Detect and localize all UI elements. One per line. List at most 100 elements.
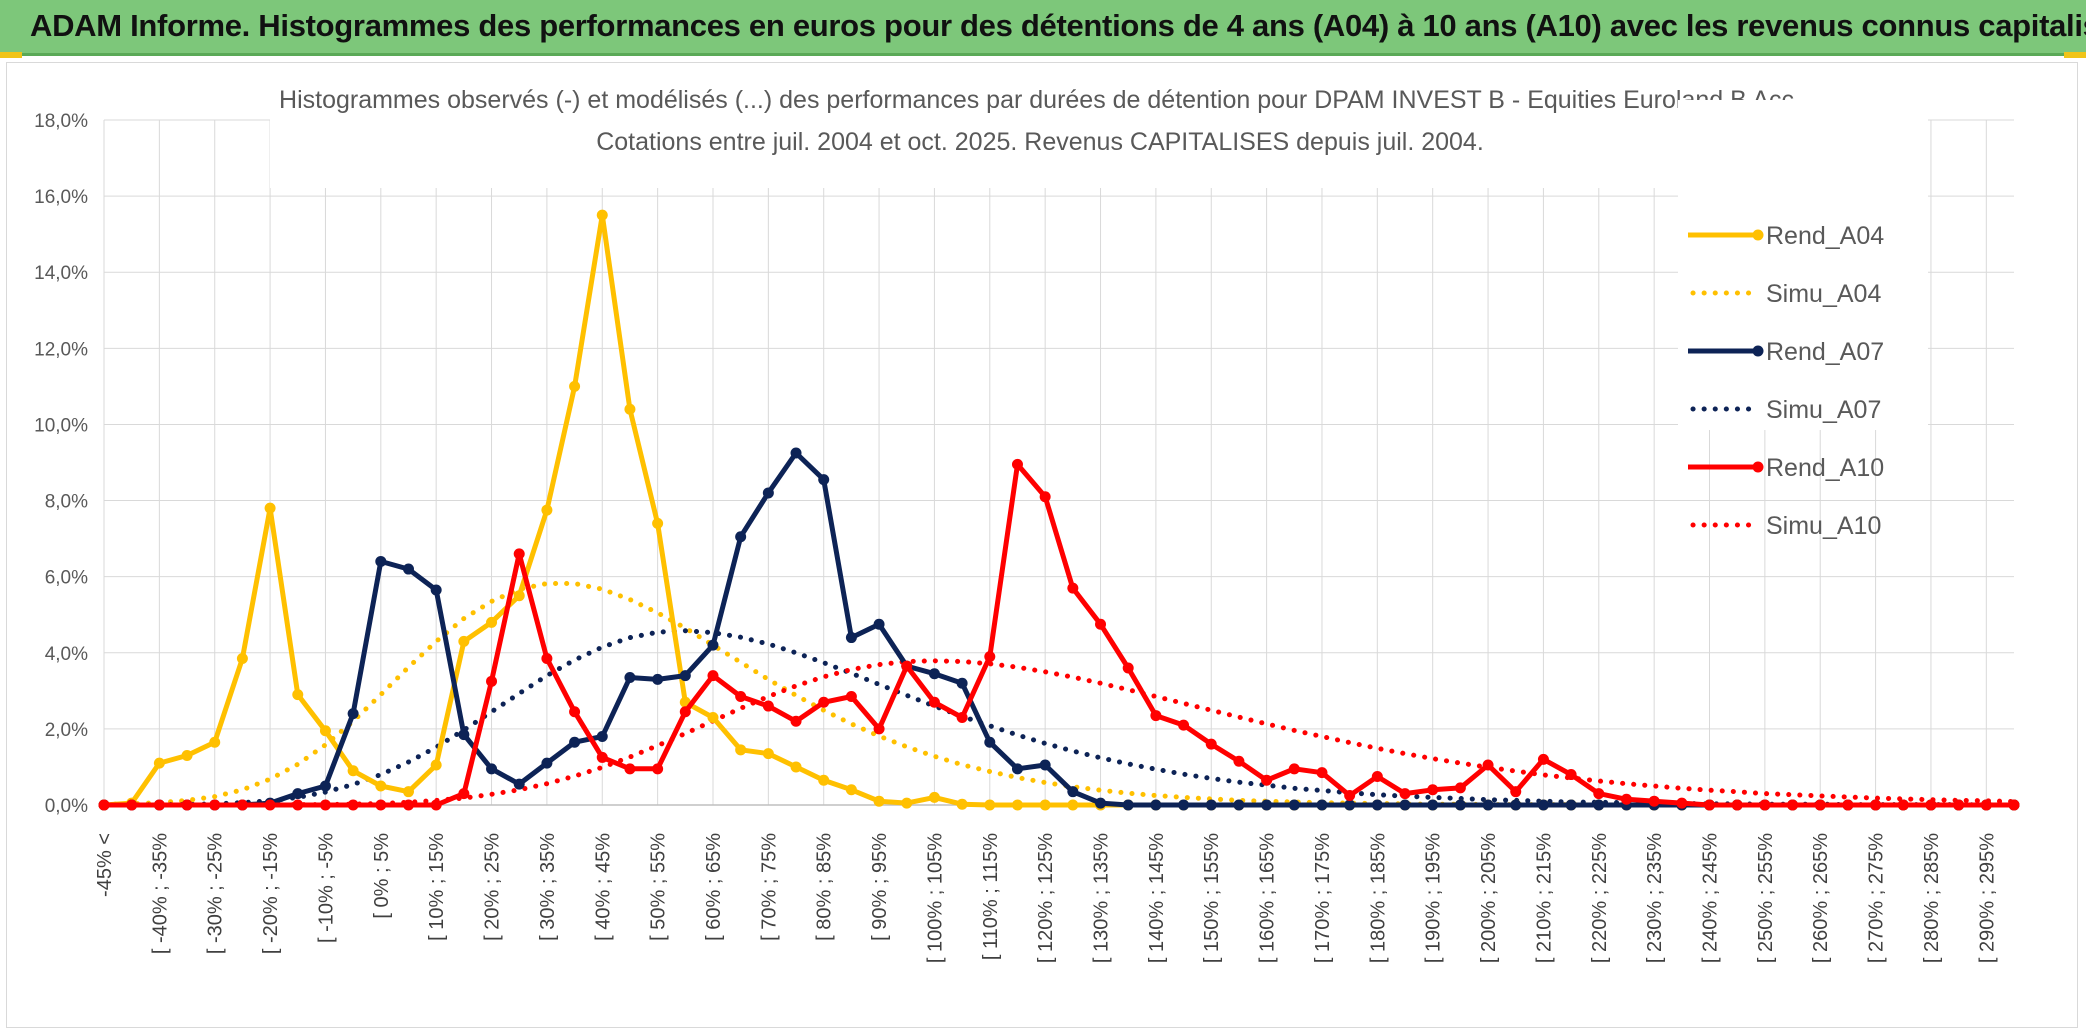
x-tick-label: [ 150% ; 155% xyxy=(1201,833,1223,963)
x-tick-label: [ 200% ; 205% xyxy=(1478,833,1500,963)
x-tick-label: [ 170% ; 175% xyxy=(1312,833,1334,963)
point-Rend_A10 xyxy=(707,670,719,682)
legend-item-Rend_A07: Rend_A07 xyxy=(1688,338,1884,366)
point-Rend_A10 xyxy=(569,706,581,718)
point-Rend_A10 xyxy=(1870,799,1882,811)
point-Rend_A04 xyxy=(1067,799,1079,811)
legend-label: Simu_A04 xyxy=(1766,280,1881,308)
x-tick-label: [ 90% ; 95% xyxy=(869,833,891,941)
point-Rend_A04 xyxy=(292,689,304,701)
point-Rend_A10 xyxy=(458,788,470,800)
point-Rend_A10 xyxy=(513,548,525,560)
point-Rend_A07 xyxy=(596,731,608,742)
line-Rend_A10 xyxy=(104,461,2014,808)
line-Rend_A07 xyxy=(104,450,2014,808)
point-Rend_A07 xyxy=(1399,799,1411,811)
legend-label: Rend_A07 xyxy=(1766,338,1884,366)
point-Rend_A10 xyxy=(845,691,857,703)
point-Rend_A10 xyxy=(1122,662,1134,674)
point-Rend_A10 xyxy=(1399,788,1411,800)
point-Rend_A10 xyxy=(1067,582,1079,594)
point-Rend_A10 xyxy=(541,652,553,664)
y-tick-label: 18,0% xyxy=(34,111,88,132)
point-Rend_A07 xyxy=(1039,759,1051,771)
x-tick-label: [ -20% ; -15% xyxy=(260,833,282,954)
point-Rend_A07 xyxy=(541,757,553,769)
x-tick-label: [ 240% ; 245% xyxy=(1700,833,1722,963)
point-Rend_A10 xyxy=(1288,763,1300,775)
x-tick-label: [ 230% ; 235% xyxy=(1644,833,1666,963)
report-banner: ADAM Informe. Histogrammes des performan… xyxy=(0,0,2086,56)
point-Rend_A07 xyxy=(984,736,996,748)
point-Rend_A04 xyxy=(153,757,165,769)
y-tick-label: 2,0% xyxy=(45,720,88,741)
point-Rend_A10 xyxy=(735,691,747,703)
point-Rend_A10 xyxy=(1897,799,1909,811)
point-Rend_A07 xyxy=(679,670,691,682)
point-Rend_A07 xyxy=(1537,799,1549,811)
point-Rend_A10 xyxy=(1482,759,1494,771)
point-Rend_A10 xyxy=(818,696,830,708)
legend-label: Simu_A10 xyxy=(1766,512,1881,540)
point-Rend_A07 xyxy=(513,778,525,790)
point-Rend_A07 xyxy=(1593,799,1605,811)
point-Rend_A10 xyxy=(762,700,774,712)
series-Rend_A10 xyxy=(98,458,2020,811)
point-Rend_A10 xyxy=(2008,799,2020,811)
x-tick-label: [ 180% ; 185% xyxy=(1367,833,1389,963)
x-tick-label: [ 280% ; 285% xyxy=(1921,833,1943,963)
x-tick-label: [ 10% ; 15% xyxy=(426,833,448,941)
point-Rend_A10 xyxy=(873,723,885,735)
legend-label: Simu_A07 xyxy=(1766,396,1881,424)
x-tick-label: [ 110% ; 115% xyxy=(980,833,1002,960)
point-Rend_A07 xyxy=(430,584,442,596)
x-tick-label: [ 40% ; 45% xyxy=(592,833,614,941)
y-tick-label: 10,0% xyxy=(34,415,88,436)
point-Rend_A07 xyxy=(1122,799,1134,811)
x-tick-label: [ 50% ; 55% xyxy=(648,833,670,941)
x-tick-label: -45% < xyxy=(94,833,116,897)
legend-marker xyxy=(1752,345,1764,357)
point-Rend_A04 xyxy=(1039,799,1051,811)
point-Rend_A04 xyxy=(486,616,498,628)
point-Rend_A10 xyxy=(1233,755,1245,767)
x-tick-label: [ -30% ; -25% xyxy=(205,833,227,954)
point-Rend_A10 xyxy=(1593,788,1605,800)
point-Rend_A10 xyxy=(1731,799,1743,811)
point-Rend_A10 xyxy=(1565,769,1577,781)
x-tick-label: [ 250% ; 255% xyxy=(1755,833,1777,963)
x-tick-label: [ 220% ; 225% xyxy=(1589,833,1611,963)
y-tick-label: 0,0% xyxy=(45,796,88,817)
point-Rend_A10 xyxy=(1953,799,1965,811)
legend-marker xyxy=(1752,229,1764,241)
point-Rend_A04 xyxy=(402,786,414,798)
point-Rend_A10 xyxy=(1011,458,1023,470)
legend: Rend_A04 Simu_A04 Rend_A07 Simu_A07 Rend_A10… xyxy=(1678,100,1928,540)
x-tick-label: [ 60% ; 65% xyxy=(703,833,725,941)
point-Rend_A10 xyxy=(1925,799,1937,811)
line-Simu_A10 xyxy=(101,658,2017,808)
point-Rend_A10 xyxy=(1704,799,1716,811)
point-Rend_A07 xyxy=(1205,799,1217,811)
point-Rend_A07 xyxy=(1316,799,1328,811)
point-Rend_A07 xyxy=(1427,799,1439,811)
legend-label: Rend_A10 xyxy=(1766,454,1884,482)
x-tick-label: [ 130% ; 135% xyxy=(1091,833,1113,963)
chart-subtitle: Cotations entre juil. 2004 et oct. 2025.… xyxy=(596,128,1484,156)
point-Rend_A10 xyxy=(1648,795,1660,807)
point-Rend_A07 xyxy=(319,780,331,792)
point-Rend_A10 xyxy=(1510,786,1522,798)
point-Rend_A10 xyxy=(1676,797,1688,809)
point-Rend_A07 xyxy=(486,763,498,775)
point-Rend_A07 xyxy=(1454,799,1466,811)
x-tick-label: [ 0% ; 5% xyxy=(371,833,393,919)
x-tick-label: [ 140% ; 145% xyxy=(1146,833,1168,963)
point-Rend_A10 xyxy=(236,799,248,811)
x-tick-label: [ 100% ; 105% xyxy=(924,833,946,963)
point-Rend_A04 xyxy=(430,759,442,771)
legend-item-Simu_A07: Simu_A07 xyxy=(1690,396,1881,424)
point-Rend_A07 xyxy=(1067,786,1079,798)
point-Rend_A10 xyxy=(402,799,414,811)
x-tick-label: [ 80% ; 85% xyxy=(814,833,836,941)
point-Rend_A04 xyxy=(319,725,331,737)
